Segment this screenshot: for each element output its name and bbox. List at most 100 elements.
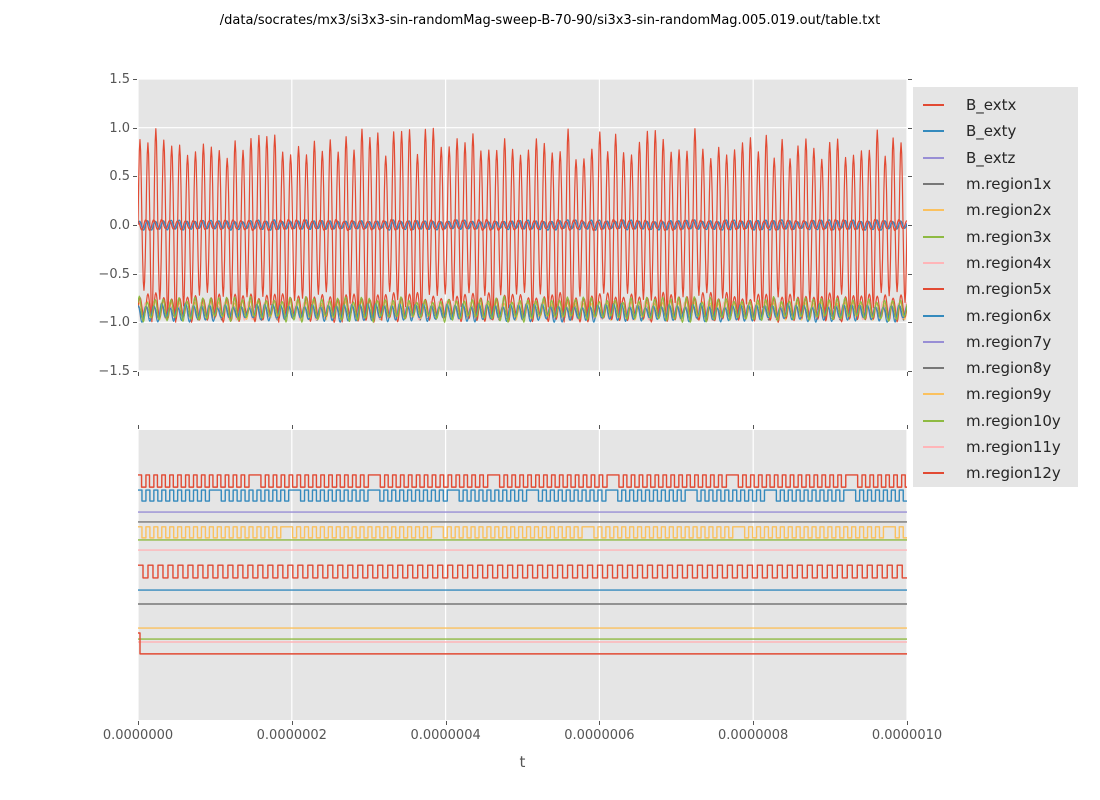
top-plot-canvas	[138, 79, 907, 371]
legend-line-sample	[923, 446, 944, 448]
x-tick-mark	[446, 372, 447, 376]
legend-line-sample	[923, 183, 944, 186]
x-tick-mark	[907, 721, 908, 725]
series-sq-orange	[138, 526, 907, 539]
y-tick-label: 1.5	[109, 72, 130, 87]
legend-entry: m.region11y	[913, 434, 1078, 460]
series-sq-blue-fast	[138, 489, 907, 502]
legend-entry: B_extx	[913, 92, 1078, 118]
y-tick-mark	[133, 225, 137, 226]
legend-label: m.region12y	[966, 464, 1061, 483]
legend-entry: m.region4x	[913, 250, 1078, 276]
legend-line-sample	[923, 419, 944, 422]
x-tick-mark	[907, 372, 908, 376]
legend-label: m.region9y	[966, 385, 1052, 404]
legend-line-sample	[923, 393, 944, 396]
x-tick-mark	[907, 425, 908, 429]
y-tick-mark	[133, 79, 137, 80]
legend-entry: m.region10y	[913, 408, 1078, 434]
series-B_exty	[138, 219, 907, 231]
legend-label: m.region10y	[966, 411, 1061, 430]
y-tick-mark	[908, 128, 912, 129]
x-tick-mark	[292, 372, 293, 376]
y-tick-label: 0.5	[109, 169, 130, 185]
x-tick-label: 0.0000008	[718, 728, 789, 743]
x-tick-mark	[446, 425, 447, 429]
x-tick-mark	[599, 372, 600, 376]
x-axis-label: t	[519, 753, 526, 771]
y-tick-mark	[908, 176, 912, 177]
legend-entry: m.region5x	[913, 276, 1078, 302]
legend-entry: m.region6x	[913, 302, 1078, 328]
legend-label: m.region1x	[966, 175, 1052, 194]
x-tick-label: 0.0000002	[256, 728, 327, 743]
x-tick-label: 0.0000000	[102, 728, 174, 743]
legend-entry: m.region9y	[913, 381, 1078, 407]
legend-label: m.region11y	[966, 438, 1061, 456]
y-tick-mark	[133, 274, 137, 275]
x-tick-label: 0.0000006	[564, 728, 635, 743]
x-tick-label: 0.0000010	[871, 728, 943, 743]
legend-label: B_extz	[966, 148, 1016, 167]
legend-label: m.region2x	[966, 201, 1052, 220]
y-tick-label: −1.0	[98, 315, 130, 331]
legend-line-sample	[923, 235, 944, 238]
x-tick-mark	[138, 721, 139, 725]
y-tick-label: −1.5	[98, 364, 130, 379]
legend-label: m.region6x	[966, 306, 1052, 325]
x-tick-label: 0.0000004	[410, 728, 481, 743]
y-tick-mark	[908, 225, 912, 226]
legend-entry: B_extz	[913, 145, 1078, 171]
legend-line-sample	[923, 209, 944, 212]
y-tick-label: −0.5	[98, 266, 130, 282]
y-tick-mark	[908, 79, 912, 80]
legend-line-sample	[923, 472, 944, 475]
y-tick-mark	[908, 322, 912, 323]
legend-label: m.region3x	[966, 227, 1052, 246]
figure-title: /data/socrates/mx3/si3x3-sin-randomMag-s…	[219, 13, 881, 28]
legend-entry: m.region8y	[913, 355, 1078, 381]
bottom-plot-canvas	[138, 430, 907, 720]
legend-line-sample	[923, 104, 944, 107]
series-m.region3x	[138, 295, 907, 323]
series-flat-red	[138, 632, 907, 655]
legend-entry: m.region7y	[913, 329, 1078, 355]
x-tick-mark	[753, 425, 754, 429]
x-tick-mark	[292, 721, 293, 725]
legend-entry: m.region12y	[913, 460, 1078, 486]
legend-label: m.region4x	[966, 253, 1052, 272]
legend-label: m.region7y	[966, 332, 1052, 351]
x-tick-mark	[446, 721, 447, 725]
legend-line-sample	[923, 130, 944, 133]
legend-line-sample	[923, 261, 944, 264]
top-plot-area	[138, 79, 907, 371]
y-tick-mark	[133, 128, 137, 129]
x-tick-mark	[292, 425, 293, 429]
legend-line-sample	[923, 340, 944, 343]
y-tick-mark	[133, 176, 137, 177]
bottom-plot-area	[138, 430, 907, 720]
series-sq-red-fast	[138, 474, 907, 488]
y-tick-mark	[908, 274, 912, 275]
y-tick-mark	[133, 371, 137, 372]
x-tick-mark	[138, 425, 139, 429]
legend-line-sample	[923, 288, 944, 291]
legend-entry: m.region2x	[913, 197, 1078, 223]
x-tick-mark	[753, 372, 754, 376]
legend-line-sample	[923, 314, 944, 317]
series-m.region5x	[138, 218, 907, 232]
legend-box: B_extx B_exty B_extz m.region1x m.region2x m.…	[913, 87, 1078, 487]
x-tick-mark	[753, 721, 754, 725]
legend-line-sample	[923, 156, 944, 159]
legend-entry: m.region3x	[913, 223, 1078, 249]
legend-entry: B_exty	[913, 118, 1078, 144]
series-m.region12y	[138, 291, 907, 323]
legend-line-sample	[923, 367, 944, 370]
legend-label: m.region5x	[966, 280, 1052, 299]
y-tick-mark	[908, 371, 912, 372]
legend-label: B_exty	[966, 122, 1017, 141]
legend-entry: m.region1x	[913, 171, 1078, 197]
legend-label: m.region8y	[966, 359, 1052, 378]
x-tick-mark	[138, 372, 139, 376]
